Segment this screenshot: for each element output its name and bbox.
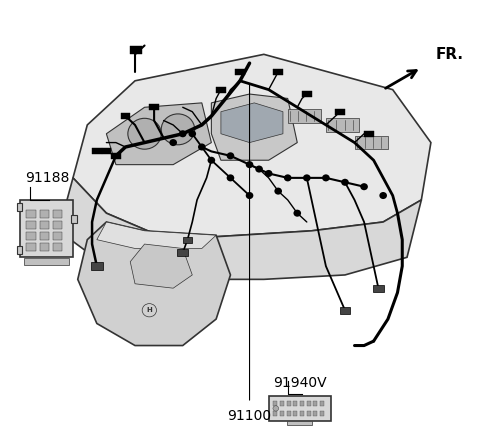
- Bar: [111, 153, 120, 159]
- Polygon shape: [130, 244, 192, 288]
- Circle shape: [275, 187, 282, 194]
- Circle shape: [379, 192, 387, 199]
- Bar: [26, 210, 36, 218]
- Bar: [39, 221, 49, 229]
- Bar: [102, 148, 111, 155]
- Bar: [183, 237, 192, 243]
- Bar: [26, 243, 36, 251]
- Bar: [91, 262, 103, 270]
- Bar: [364, 131, 373, 137]
- Bar: [120, 113, 130, 119]
- Bar: [288, 110, 321, 123]
- Bar: [293, 411, 297, 416]
- Circle shape: [341, 179, 349, 186]
- Bar: [17, 246, 23, 254]
- Bar: [320, 401, 324, 406]
- Bar: [302, 91, 312, 97]
- Bar: [149, 104, 159, 111]
- Bar: [287, 420, 312, 425]
- Bar: [17, 203, 23, 211]
- Bar: [274, 69, 283, 75]
- Text: H: H: [146, 307, 152, 313]
- Bar: [39, 232, 49, 240]
- Bar: [307, 401, 311, 406]
- Circle shape: [161, 114, 195, 145]
- Bar: [235, 69, 245, 75]
- Bar: [39, 210, 49, 218]
- Circle shape: [198, 143, 205, 151]
- Bar: [21, 200, 73, 257]
- Circle shape: [284, 174, 291, 182]
- Text: 91100: 91100: [228, 409, 272, 423]
- Bar: [293, 401, 297, 406]
- Circle shape: [265, 170, 273, 177]
- Text: 91188: 91188: [25, 171, 70, 185]
- Bar: [280, 411, 284, 416]
- Bar: [300, 411, 304, 416]
- Circle shape: [293, 210, 301, 217]
- Bar: [274, 411, 277, 416]
- Bar: [274, 401, 277, 406]
- Bar: [39, 243, 49, 251]
- Bar: [355, 136, 388, 149]
- Bar: [300, 401, 304, 406]
- Bar: [287, 411, 290, 416]
- Circle shape: [179, 130, 187, 137]
- Bar: [24, 258, 69, 265]
- Text: 91940V: 91940V: [274, 376, 327, 390]
- Bar: [307, 411, 311, 416]
- Polygon shape: [211, 94, 297, 160]
- Circle shape: [360, 183, 368, 190]
- Bar: [26, 221, 36, 229]
- Circle shape: [207, 157, 215, 164]
- Polygon shape: [73, 54, 431, 240]
- Bar: [216, 87, 226, 93]
- Circle shape: [322, 174, 330, 182]
- Bar: [53, 210, 62, 218]
- Circle shape: [128, 118, 161, 149]
- Text: FR.: FR.: [436, 47, 464, 62]
- Bar: [53, 232, 62, 240]
- Circle shape: [227, 152, 234, 159]
- Bar: [269, 396, 331, 420]
- Circle shape: [246, 161, 253, 168]
- Bar: [71, 215, 77, 223]
- Bar: [340, 307, 350, 314]
- Bar: [178, 250, 188, 257]
- Bar: [336, 109, 345, 115]
- Polygon shape: [107, 103, 211, 165]
- Circle shape: [255, 166, 263, 173]
- Bar: [287, 401, 290, 406]
- Polygon shape: [221, 103, 283, 143]
- Polygon shape: [59, 178, 421, 279]
- Circle shape: [303, 174, 311, 182]
- Polygon shape: [78, 222, 230, 345]
- Bar: [313, 401, 317, 406]
- Circle shape: [227, 174, 234, 182]
- Bar: [280, 401, 284, 406]
- Bar: [53, 221, 62, 229]
- Bar: [313, 411, 317, 416]
- Bar: [326, 118, 360, 131]
- Bar: [26, 232, 36, 240]
- Circle shape: [189, 130, 196, 137]
- Bar: [373, 285, 384, 292]
- Circle shape: [273, 406, 279, 411]
- Bar: [320, 411, 324, 416]
- Circle shape: [169, 139, 177, 146]
- Bar: [53, 243, 62, 251]
- Circle shape: [246, 192, 253, 199]
- Polygon shape: [97, 222, 216, 249]
- Bar: [130, 46, 142, 54]
- Bar: [92, 148, 102, 155]
